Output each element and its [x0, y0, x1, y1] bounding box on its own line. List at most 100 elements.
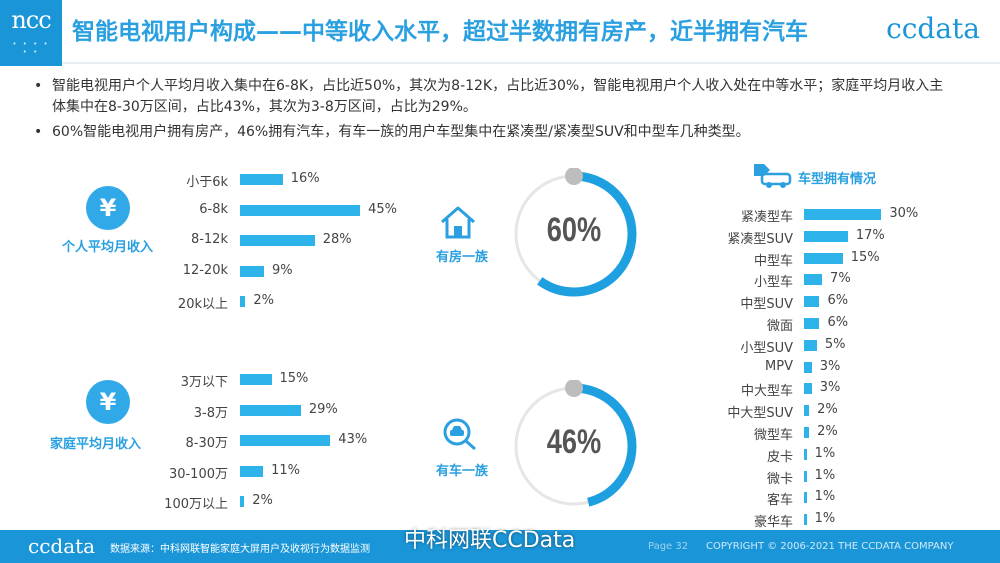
house-owner-label: 有房一族 — [436, 250, 489, 265]
house-icon — [441, 206, 475, 239]
ncc-logo-text: ncc — [11, 6, 51, 34]
footer: ccdata 数据来源：中科网联智能家庭大屏用户及收视行为数据监测 Page 3… — [0, 530, 1000, 563]
header-divider — [62, 62, 1000, 64]
category-label: 3万以下 — [180, 375, 228, 390]
bar — [240, 265, 265, 277]
bar-value-label: 15% — [850, 249, 880, 265]
page-title: 智能电视用户构成——中等收入水平，超过半数拥有房产，近半拥有汽车 — [72, 19, 808, 45]
bar — [804, 274, 823, 286]
house-ownership-percent: 60% — [546, 211, 602, 249]
bar — [804, 209, 882, 220]
ccdata-brand-logo: ccdata — [886, 12, 980, 45]
category-label: 中型车 — [753, 253, 793, 269]
bar — [240, 235, 315, 246]
bar — [240, 496, 245, 507]
summary-bullet-1: • 智能电视用户个人平均月收入集中在6-8K，占比近50%，其次为8-12K，占… — [34, 76, 952, 118]
bar-value-label: 16% — [290, 171, 320, 186]
car-search-icon — [443, 418, 476, 450]
category-label: 微型车 — [753, 428, 793, 443]
house-ownership-ring — [511, 168, 637, 297]
bar-value-label: 2% — [817, 402, 838, 418]
bar-value-label: 5% — [824, 336, 846, 352]
category-label: 20k以上 — [177, 297, 228, 312]
bar-value-label: 30% — [889, 206, 919, 221]
yen-icon: ¥ — [86, 380, 130, 424]
page-number: Page 32 — [648, 541, 689, 552]
category-label: 微面 — [766, 319, 793, 334]
category-label: 豪华车 — [753, 515, 793, 531]
car-types-title: 车型拥有情况 — [798, 172, 877, 187]
bar — [804, 383, 812, 395]
category-label: 12-20k — [182, 262, 228, 278]
data-source-note: 数据来源：中科网联智能家庭大屏用户及收视行为数据监测 — [110, 544, 370, 555]
ring-start-marker — [565, 380, 583, 397]
bar-value-label: 15% — [279, 371, 309, 386]
bar — [804, 252, 843, 264]
category-label: 小型车 — [753, 275, 793, 291]
bar — [804, 470, 807, 482]
ncc-logo-dots: • • • • • • — [12, 40, 50, 56]
bar-value-label: 7% — [830, 271, 851, 287]
bullet-marker: • — [34, 78, 43, 94]
category-label: 皮卡 — [766, 449, 793, 465]
bar-value-label: 1% — [814, 467, 836, 483]
category-label: 小型SUV — [740, 340, 793, 356]
bar-value-label: 28% — [322, 232, 352, 247]
category-label: 中大型SUV — [727, 406, 793, 422]
category-label: 3-8万 — [193, 405, 228, 421]
summary-bullet-text: 60%智能电视用户拥有房产，46%拥有汽车，有车一族的用户车型集中在紧凑型/紧凑… — [52, 124, 750, 140]
personal-income-label: 个人平均月收入 — [62, 240, 154, 255]
category-label: 中型SUV — [740, 297, 793, 313]
bar — [240, 465, 264, 477]
summary-bullet-2: • 60%智能电视用户拥有房产，46%拥有汽车，有车一族的用户车型集中在紧凑型/… — [34, 122, 952, 143]
category-label: 8-30万 — [185, 436, 228, 451]
car-tag-icon — [754, 164, 792, 188]
footer-ccdata-logo: ccdata — [28, 534, 96, 558]
category-label: 紧凑型车 — [740, 210, 793, 225]
category-label: MPV — [765, 358, 793, 374]
bullet-marker: • — [34, 124, 43, 140]
category-label: 客车 — [766, 493, 793, 509]
summary-bullet-text: 智能电视用户个人平均月收入集中在6-8K，占比近50%，其次为8-12K，占比近… — [52, 78, 944, 115]
bar-value-label: 1% — [814, 445, 836, 461]
bar-value-label: 6% — [827, 315, 849, 330]
car-ownership-percent: 46% — [546, 423, 602, 461]
bar — [240, 296, 246, 307]
ncc-logo: ncc • • • • • • — [0, 0, 62, 66]
ring-start-marker — [565, 168, 583, 185]
category-label: 紧凑型SUV — [727, 231, 793, 247]
bar — [240, 374, 272, 385]
category-label: 8-12k — [190, 232, 228, 247]
bar — [804, 514, 807, 526]
category-label: 中大型车 — [740, 384, 793, 400]
bar — [240, 435, 331, 446]
bar — [804, 492, 807, 504]
bar-value-label: 45% — [368, 201, 398, 217]
bar-value-label: 9% — [272, 262, 293, 278]
header: ncc • • • • • • 智能电视用户构成——中等收入水平，超过半数拥有房… — [0, 0, 1000, 66]
bar-value-label: 1% — [814, 511, 836, 527]
bar-value-label: 2% — [252, 493, 273, 508]
bar-value-label: 17% — [855, 227, 885, 243]
bar-value-label: 1% — [814, 489, 836, 505]
category-label: 6-8k — [199, 201, 228, 217]
bar — [804, 339, 817, 351]
bar — [804, 361, 812, 373]
bar-value-label: 29% — [308, 401, 338, 417]
weibo-watermark: 中科网联CCData — [404, 528, 576, 553]
car-owner-label: 有车一族 — [436, 464, 489, 479]
bar-value-label: 43% — [338, 432, 368, 447]
car-ownership-ring — [511, 380, 637, 509]
family-income-label: 家庭平均月收入 — [50, 437, 142, 452]
category-label: 30-100万 — [168, 466, 228, 482]
bar-value-label: 2% — [253, 293, 274, 308]
category-label: 小于6k — [186, 175, 228, 190]
bar — [804, 405, 810, 417]
bar — [240, 204, 361, 216]
bar — [804, 318, 820, 329]
bar — [804, 427, 810, 438]
bar — [240, 174, 283, 185]
copyright-note: COPYRIGHT © 2006-2021 THE CCDATA COMPANY — [706, 541, 954, 552]
bar — [804, 296, 820, 308]
bar-value-label: 2% — [817, 424, 838, 439]
